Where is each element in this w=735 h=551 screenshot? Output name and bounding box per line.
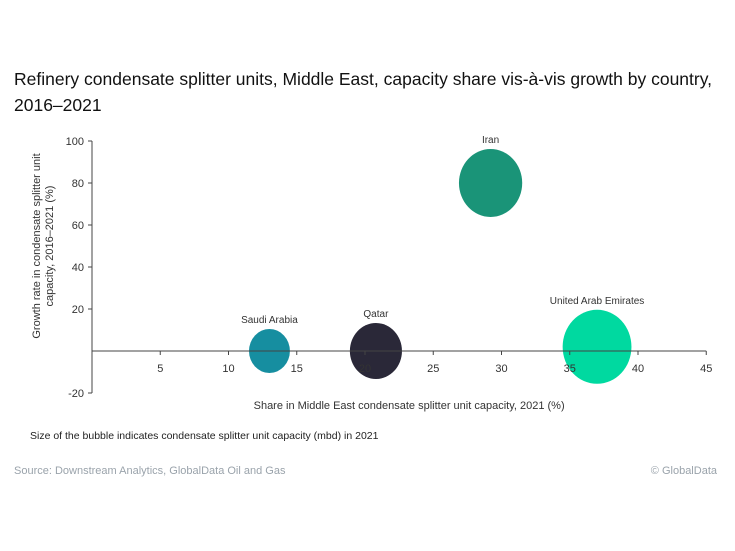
x-tick-label: 25: [427, 363, 439, 375]
y-tick-label: 40: [72, 262, 84, 274]
bubble-iran: [458, 149, 523, 217]
chart-title: Refinery condensate splitter units, Midd…: [14, 69, 713, 115]
x-tick-label: 35: [564, 363, 576, 375]
y-axis-title-line1: Growth rate in condensate splitter unit: [31, 153, 43, 338]
bubble-label: United Arab Emirates: [550, 296, 645, 307]
x-tick-label: 10: [222, 363, 234, 375]
x-tick-label: 30: [495, 363, 507, 375]
x-tick-label: 15: [291, 363, 303, 375]
bubble-size-note: Size of the bubble indicates condensate …: [30, 430, 379, 442]
source-text: Source: Downstream Analytics, GlobalData…: [14, 465, 286, 477]
bubble-label: Saudi Arabia: [241, 315, 298, 326]
y-tick-label: 20: [72, 304, 84, 316]
y-tick-label: -20: [68, 388, 84, 400]
copyright-text: © GlobalData: [650, 465, 717, 477]
bubble-label: Qatar: [363, 309, 389, 320]
bubble-united-arab-emirates: [562, 309, 632, 384]
y-tick-label: 60: [72, 220, 84, 232]
x-tick-label: 20: [359, 363, 371, 375]
bubble-label: Iran: [482, 135, 499, 146]
x-tick-label: 45: [700, 363, 712, 375]
y-axis-title-line2: capacity, 2016–2021 (%): [44, 186, 56, 307]
x-tick-label: 40: [632, 363, 644, 375]
x-tick-label: 5: [157, 363, 163, 375]
x-axis-title: Share in Middle East condensate splitter…: [254, 400, 565, 412]
y-tick-label: 100: [66, 136, 84, 148]
y-tick-label: 80: [72, 178, 84, 190]
